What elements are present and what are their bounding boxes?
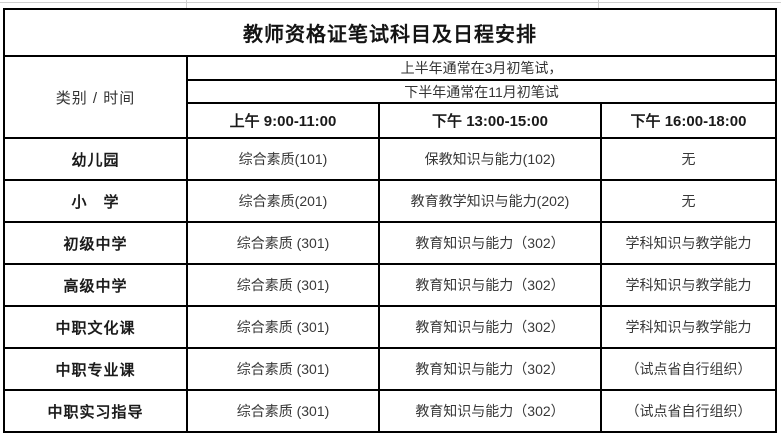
faint-gridline-vertical-left	[186, 0, 187, 8]
subject-cell-afternoon1: 教育教学知识与能力(202)	[378, 179, 602, 223]
time-slot-afternoon-1: 下午 13:00-15:00	[378, 102, 602, 139]
category-cell: 高级中学	[3, 263, 188, 307]
subject-cell-afternoon2: （试点省自行组织）	[600, 347, 777, 391]
category-cell: 中职实习指导	[3, 389, 188, 433]
faint-gridline-horizontal	[0, 2, 781, 3]
table-row: 中职文化课 综合素质 (301) 教育知识与能力（302） 学科知识与教学能力	[3, 305, 777, 349]
time-slots-row: 上午 9:00-11:00 下午 13:00-15:00 下午 16:00-18…	[4, 102, 777, 139]
subject-cell-morning: 综合素质 (301)	[186, 263, 380, 307]
corner-category-time-label: 类别 / 时间	[3, 55, 188, 139]
subject-cell-morning: 综合素质 (301)	[186, 221, 380, 265]
header-note-row-1: 类别 / 时间 上半年通常在3月初笔试，	[3, 55, 777, 139]
table-row: 初级中学 综合素质 (301) 教育知识与能力（302） 学科知识与教学能力	[3, 221, 777, 265]
category-cell: 中职专业课	[3, 347, 188, 391]
subject-cell-afternoon2: 无	[600, 137, 777, 181]
subject-cell-afternoon2: 无	[600, 179, 777, 223]
subject-cell-afternoon2: 学科知识与教学能力	[600, 263, 777, 307]
table-row: 高级中学 综合素质 (301) 教育知识与能力（302） 学科知识与教学能力	[3, 263, 777, 307]
table-row: 中职专业课 综合素质 (301) 教育知识与能力（302） （试点省自行组织）	[3, 347, 777, 391]
note-second-half: 下半年通常在11月初笔试	[186, 79, 777, 104]
subject-cell-morning: 综合素质 (301)	[186, 389, 380, 433]
table-title: 教师资格证笔试科目及日程安排	[3, 8, 777, 57]
subject-cell-morning: 综合素质(101)	[186, 137, 380, 181]
subject-cell-afternoon2: 学科知识与教学能力	[600, 221, 777, 265]
time-slot-afternoon-2: 下午 16:00-18:00	[600, 102, 777, 139]
subject-cell-morning: 综合素质(201)	[186, 179, 380, 223]
table-row: 幼儿园 综合素质(101) 保教知识与能力(102) 无	[3, 137, 777, 181]
subject-cell-afternoon1: 教育知识与能力（302）	[378, 305, 602, 349]
exam-schedule-table: 教师资格证笔试科目及日程安排 类别 / 时间 上半年通常在3月初笔试， 下半年通…	[3, 8, 777, 433]
subject-cell-afternoon1: 教育知识与能力（302）	[378, 263, 602, 307]
subject-cell-afternoon1: 教育知识与能力（302）	[378, 347, 602, 391]
time-slot-morning: 上午 9:00-11:00	[186, 102, 380, 139]
category-cell: 幼儿园	[3, 137, 188, 181]
note-first-half: 上半年通常在3月初笔试，	[186, 55, 777, 81]
faint-gridline-vertical-right	[598, 0, 599, 8]
category-cell: 初级中学	[3, 221, 188, 265]
subject-cell-afternoon2: （试点省自行组织）	[600, 389, 777, 433]
subject-cell-afternoon1: 保教知识与能力(102)	[378, 137, 602, 181]
subject-cell-afternoon1: 教育知识与能力（302）	[378, 221, 602, 265]
header-note-row-2: 下半年通常在11月初笔试	[4, 79, 777, 104]
subject-cell-morning: 综合素质 (301)	[186, 347, 380, 391]
table-row: 小 学 综合素质(201) 教育教学知识与能力(202) 无	[3, 179, 777, 223]
category-cell: 中职文化课	[3, 305, 188, 349]
category-cell: 小 学	[3, 179, 188, 223]
subject-cell-morning: 综合素质 (301)	[186, 305, 380, 349]
subject-cell-afternoon2: 学科知识与教学能力	[600, 305, 777, 349]
title-row: 教师资格证笔试科目及日程安排	[3, 8, 777, 57]
subject-cell-afternoon1: 教育知识与能力（302）	[378, 389, 602, 433]
table-row: 中职实习指导 综合素质 (301) 教育知识与能力（302） （试点省自行组织）	[3, 389, 777, 433]
